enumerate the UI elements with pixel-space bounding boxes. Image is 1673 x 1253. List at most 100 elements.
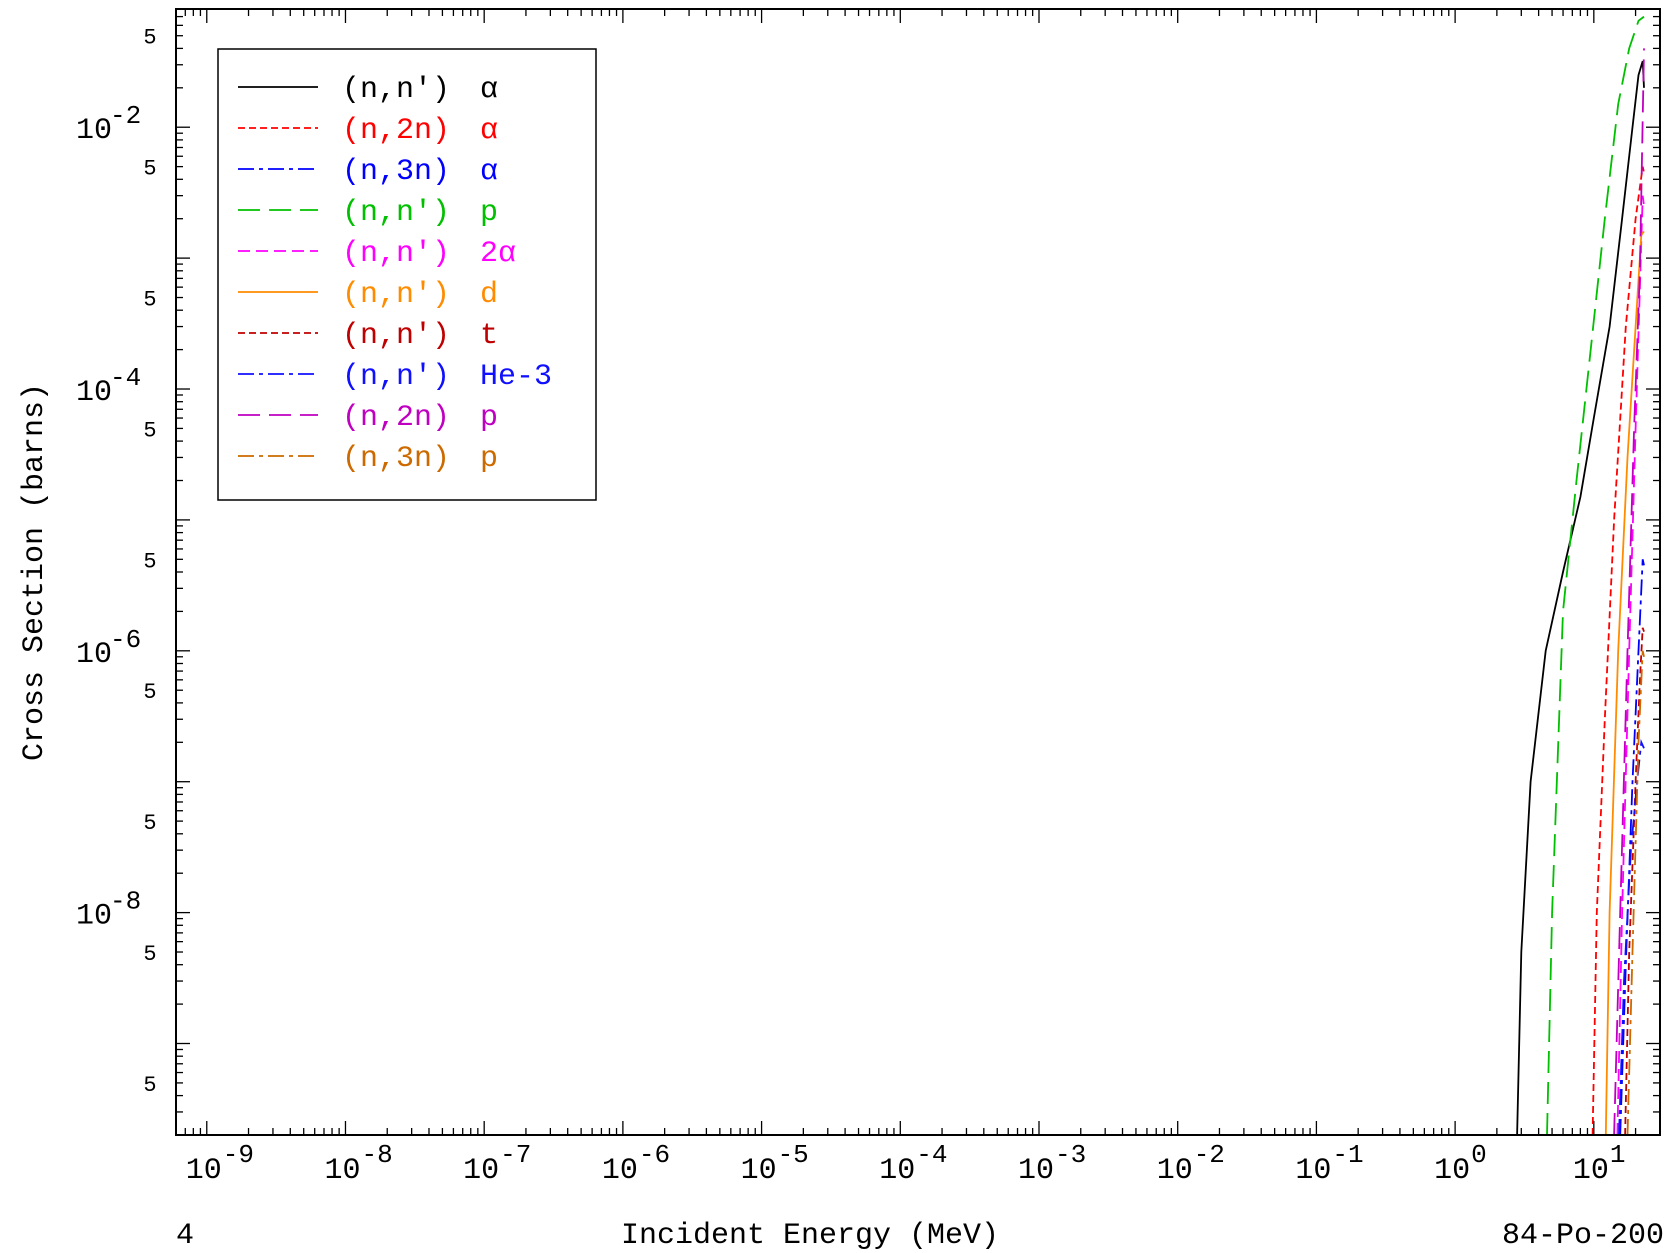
svg-text:-4: -4 — [916, 1140, 947, 1170]
svg-text:-8: -8 — [361, 1140, 392, 1170]
legend-reaction: (n,n′) — [342, 73, 450, 107]
svg-text:-1: -1 — [1332, 1140, 1363, 1170]
series-line-3 — [1619, 559, 1645, 1136]
svg-text:-9: -9 — [223, 1140, 254, 1170]
legend-reaction: (n,n′) — [342, 319, 450, 353]
legend-entry: (n,2n) α — [238, 114, 498, 148]
y-minor-label: 5 — [143, 288, 156, 313]
legend-product: 2α — [480, 237, 516, 271]
series-curves — [1516, 15, 1645, 1136]
svg-text:10: 10 — [76, 114, 112, 148]
legend-entry: (n,3n) p — [238, 442, 498, 476]
svg-text:10: 10 — [1573, 1154, 1609, 1188]
svg-text:-2: -2 — [1194, 1140, 1225, 1170]
svg-text:-8: -8 — [110, 887, 141, 917]
legend-entry: (n,2n) p — [238, 401, 498, 435]
legend-reaction: (n,n′) — [342, 278, 450, 312]
legend-reaction: (n,n′) — [342, 196, 450, 230]
x-tick-label: 10 -2 — [1157, 1140, 1225, 1188]
x-tick-label: 10 1 — [1573, 1140, 1626, 1188]
legend-product: α — [480, 155, 498, 189]
y-minor-label: 5 — [143, 1073, 156, 1098]
svg-text:10: 10 — [76, 638, 112, 672]
x-tick-label: 10 -9 — [186, 1140, 254, 1188]
y-tick-label: 10-6 — [76, 625, 141, 672]
y-axis-label: Cross Section (barns) — [18, 383, 52, 761]
legend-reaction: (n,3n) — [342, 442, 450, 476]
legend-reaction: (n,3n) — [342, 155, 450, 189]
page-number: 4 — [176, 1219, 194, 1253]
svg-text:10: 10 — [741, 1154, 777, 1188]
series-line-1 — [1516, 60, 1645, 1136]
isotope-label: 84-Po-200 — [1502, 1219, 1664, 1253]
svg-text:10: 10 — [602, 1154, 638, 1188]
y-minor-label: 5 — [143, 549, 156, 574]
svg-text:10: 10 — [1018, 1154, 1054, 1188]
legend-product: p — [480, 196, 498, 230]
series-line-8 — [1618, 738, 1645, 1136]
svg-text:10: 10 — [879, 1154, 915, 1188]
series-line-2 — [1591, 166, 1645, 1136]
y-minor-label: 5 — [143, 942, 156, 967]
legend-reaction: (n,n′) — [342, 237, 450, 271]
legend-entry: (n,n′) t — [238, 319, 498, 353]
legend-product: He-3 — [480, 360, 552, 394]
legend-entry: (n,n′) α — [238, 73, 498, 107]
plot-frame — [175, 8, 1661, 1136]
svg-text:-5: -5 — [778, 1140, 809, 1170]
svg-text:10: 10 — [1295, 1154, 1331, 1188]
series-line-9 — [1613, 48, 1645, 1136]
svg-text:10: 10 — [76, 376, 112, 410]
legend-product: α — [480, 114, 498, 148]
y-minor-label: 5 — [143, 680, 156, 705]
axis-ticks — [175, 8, 1661, 1136]
x-tick-label: 10 -4 — [879, 1140, 947, 1188]
x-tick-label: 10 0 — [1434, 1140, 1487, 1188]
legend-entry: (n,n′) d — [238, 278, 498, 312]
legend-entry: (n,n′) He-3 — [238, 360, 552, 394]
x-tick-label: 10 -8 — [324, 1140, 392, 1188]
svg-text:10: 10 — [324, 1154, 360, 1188]
x-tick-label: 10 -5 — [741, 1140, 809, 1188]
series-line-10 — [1626, 650, 1645, 1136]
legend-reaction: (n,n′) — [342, 360, 450, 394]
legend-product: t — [480, 319, 498, 353]
series-line-4 — [1546, 15, 1645, 1136]
svg-text:10: 10 — [186, 1154, 222, 1188]
svg-text:-2: -2 — [110, 101, 141, 131]
svg-text:-3: -3 — [1055, 1140, 1086, 1170]
legend: (n,n′) α(n,2n) α(n,3n) α(n,n′) p(n,n′) 2α(n,n… — [217, 48, 597, 501]
svg-text:10: 10 — [1157, 1154, 1193, 1188]
svg-text:-6: -6 — [639, 1140, 670, 1170]
svg-text:-6: -6 — [110, 625, 141, 655]
series-line-7 — [1624, 627, 1645, 1136]
legend-product: α — [480, 73, 498, 107]
svg-text:-7: -7 — [500, 1140, 531, 1170]
y-tick-label: 10-2 — [76, 101, 141, 148]
y-minor-label: 5 — [143, 157, 156, 182]
x-tick-label: 10 -1 — [1295, 1140, 1363, 1188]
y-minor-label: 5 — [143, 418, 156, 443]
svg-text:10: 10 — [76, 900, 112, 934]
legend-product: p — [480, 401, 498, 435]
y-minor-label: 5 — [143, 811, 156, 836]
x-tick-label: 10 -3 — [1018, 1140, 1086, 1188]
legend-reaction: (n,2n) — [342, 114, 450, 148]
legend-box — [217, 48, 597, 501]
y-tick-label: 10-8 — [76, 887, 141, 934]
legend-product: d — [480, 278, 498, 312]
svg-text:10: 10 — [463, 1154, 499, 1188]
x-tick-label: 10 -6 — [602, 1140, 670, 1188]
svg-text:-4: -4 — [110, 363, 141, 393]
legend-entry: (n,n′) 2α — [238, 237, 516, 271]
y-tick-label: 10-4 — [76, 363, 141, 410]
svg-text:10: 10 — [1434, 1154, 1470, 1188]
x-tick-labels: 10 -9 10 -8 10 -7 10 -6 10 -5 10 -4 10 -3 10 -2 10 -1 10 0 1… — [186, 1140, 1626, 1188]
y-minor-label: 5 — [143, 26, 156, 51]
legend-product: p — [480, 442, 498, 476]
legend-entry: (n,n′) p — [238, 196, 498, 230]
legend-reaction: (n,2n) — [342, 401, 450, 435]
legend-entry: (n,3n) α — [238, 155, 498, 189]
